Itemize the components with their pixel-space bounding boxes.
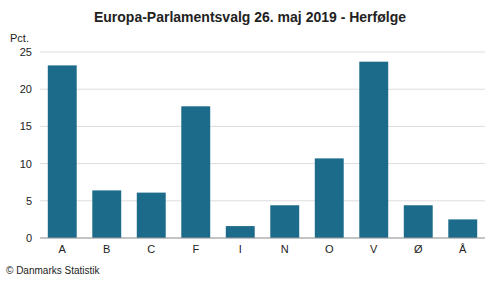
y-tick-label: 0: [26, 232, 32, 244]
x-axis-line: [40, 238, 485, 239]
grid: [40, 52, 485, 238]
bar: [48, 65, 77, 238]
x-tick-label: Å: [459, 243, 467, 255]
title: Europa-Parlamentsvalg 26. maj 2019 - Her…: [94, 9, 406, 25]
y-tick-label: 5: [26, 195, 32, 207]
y-axis-label: Pct.: [10, 32, 29, 44]
y-tick-label: 25: [20, 46, 32, 58]
bar: [359, 62, 388, 238]
grid-line: [40, 52, 485, 53]
bar: [137, 193, 166, 238]
grid-line: [40, 126, 485, 127]
bar: [315, 158, 344, 238]
bar: [404, 205, 433, 238]
chart: Europa-Parlamentsvalg 26. maj 2019 - Her…: [0, 0, 500, 282]
y-tick-label: 15: [20, 120, 32, 132]
bar: [270, 205, 299, 238]
footer: © Danmarks Statistik: [6, 265, 101, 276]
y-tick-label: 20: [20, 83, 32, 95]
grid-line: [40, 89, 485, 90]
x-tick-label: F: [192, 243, 199, 255]
y-tick-label: 10: [20, 158, 32, 170]
x-tick-label: O: [325, 243, 334, 255]
x-tick-label: N: [281, 243, 289, 255]
grid-line: [40, 238, 485, 239]
bar: [181, 106, 210, 238]
x-tick-label: I: [239, 243, 242, 255]
bars: [48, 62, 477, 238]
x-tick-label: B: [103, 243, 110, 255]
x-tick-label: V: [370, 243, 378, 255]
x-tick-label: C: [147, 243, 155, 255]
x-tick-label: A: [59, 243, 67, 255]
chart-container: Europa-Parlamentsvalg 26. maj 2019 - Her…: [0, 0, 500, 282]
bar: [226, 226, 255, 238]
bar: [92, 190, 121, 238]
grid-line: [40, 163, 485, 164]
bar: [448, 219, 477, 238]
x-tick-label: Ø: [414, 243, 423, 255]
